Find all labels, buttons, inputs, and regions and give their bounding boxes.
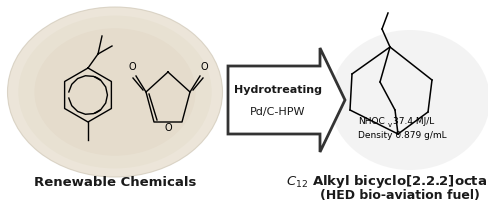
Text: Density 0.879 g/mL: Density 0.879 g/mL: [357, 132, 446, 140]
Text: NHOC: NHOC: [357, 117, 384, 126]
Text: O: O: [128, 62, 136, 72]
Text: $C_{12}$ Alkyl bicyclo[2.2.2]octanes: $C_{12}$ Alkyl bicyclo[2.2.2]octanes: [285, 173, 488, 190]
Text: Pd/C-HPW: Pd/C-HPW: [250, 107, 305, 117]
Ellipse shape: [7, 7, 222, 177]
Text: v: v: [387, 122, 391, 128]
Text: (HED bio-aviation fuel): (HED bio-aviation fuel): [320, 188, 479, 200]
Text: Renewable Chemicals: Renewable Chemicals: [34, 176, 196, 188]
Text: 37.4 MJ/L: 37.4 MJ/L: [392, 117, 433, 126]
Text: O: O: [200, 62, 207, 72]
Ellipse shape: [18, 16, 211, 168]
Ellipse shape: [34, 28, 195, 156]
Text: Hydrotreating: Hydrotreating: [234, 85, 321, 95]
Ellipse shape: [7, 7, 222, 177]
Ellipse shape: [329, 30, 488, 170]
Polygon shape: [227, 48, 345, 152]
Text: O: O: [164, 123, 171, 133]
